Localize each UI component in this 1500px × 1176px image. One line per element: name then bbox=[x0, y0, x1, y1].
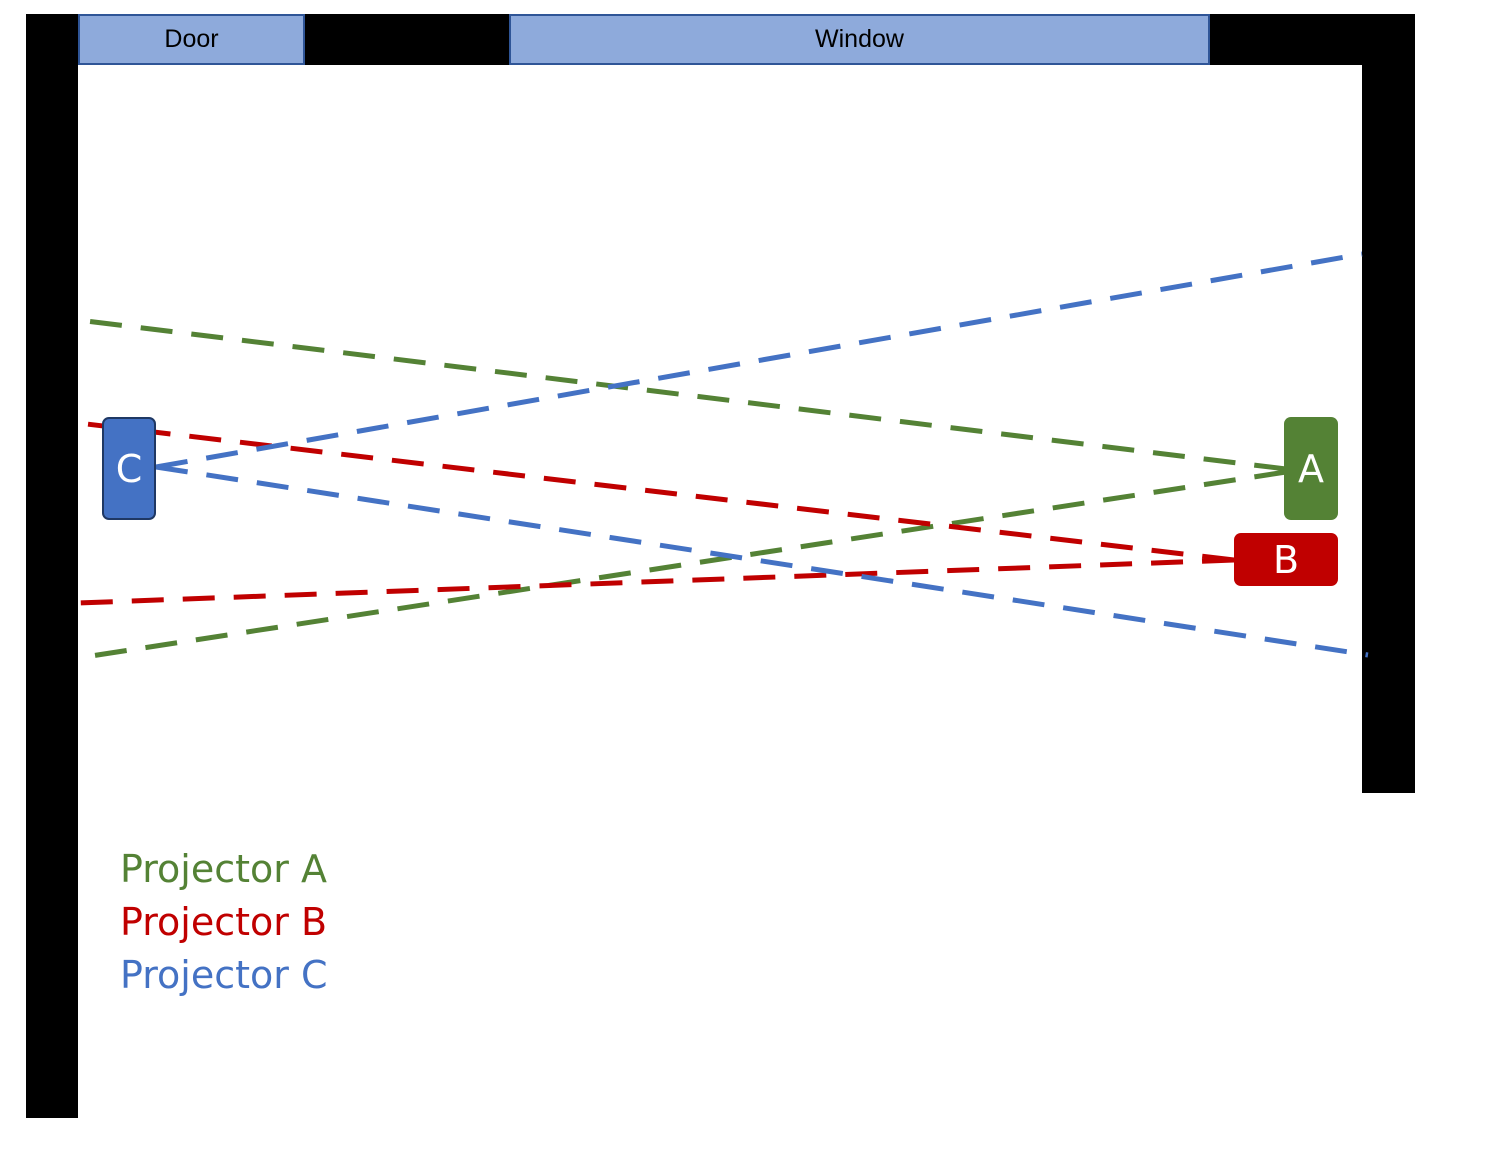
projector-c-beam-upper bbox=[155, 251, 1363, 470]
legend-item-projector-c: Projector C bbox=[120, 953, 328, 997]
projector-b-beam-lower bbox=[77, 557, 1235, 606]
window-label: Window bbox=[815, 25, 904, 53]
projector-b: B bbox=[1234, 533, 1338, 586]
projector-a: A bbox=[1284, 417, 1338, 520]
projector-c-beam-lower bbox=[155, 464, 1369, 658]
door: Door bbox=[78, 14, 305, 65]
legend: Projector A Projector B Projector C bbox=[120, 843, 328, 1002]
right-wall bbox=[1362, 14, 1415, 793]
door-label: Door bbox=[164, 25, 219, 53]
legend-item-projector-a: Projector A bbox=[120, 847, 327, 891]
projector-c: C bbox=[102, 417, 156, 520]
window: Window bbox=[509, 14, 1210, 65]
projector-c-label: C bbox=[115, 446, 143, 491]
legend-item-projector-b: Projector B bbox=[120, 900, 328, 944]
projector-a-label: A bbox=[1298, 446, 1324, 491]
projector-b-label: B bbox=[1272, 537, 1300, 582]
left-wall bbox=[26, 14, 78, 1118]
